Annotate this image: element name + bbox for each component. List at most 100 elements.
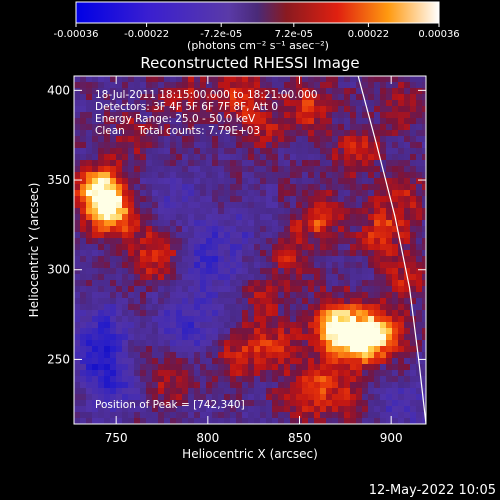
heatmap-cell (326, 220, 333, 227)
heatmap-cell (290, 406, 297, 413)
heatmap-cell (92, 202, 99, 209)
heatmap-cell (314, 208, 321, 215)
heatmap-cell (212, 346, 219, 353)
heatmap-cell (128, 118, 135, 125)
heatmap-cell (164, 190, 171, 197)
heatmap-cell (404, 166, 411, 173)
heatmap-cell (116, 178, 123, 185)
heatmap-cell (338, 214, 345, 221)
heatmap-cell (236, 334, 243, 341)
heatmap-cell (314, 352, 321, 359)
heatmap-cell (86, 418, 93, 424)
heatmap-cell (308, 334, 315, 341)
heatmap-cell (290, 238, 297, 245)
heatmap-cell (194, 136, 201, 143)
heatmap-cell (326, 94, 333, 101)
heatmap-cell (344, 316, 351, 323)
heatmap-cell (314, 328, 321, 335)
heatmap-cell (410, 238, 417, 245)
heatmap-cell (80, 106, 87, 113)
heatmap-cell (338, 328, 345, 335)
heatmap-cell (98, 124, 105, 131)
heatmap-cell (320, 142, 327, 149)
heatmap-cell (236, 262, 243, 269)
heatmap-cell (278, 214, 285, 221)
heatmap-cell (302, 100, 309, 107)
heatmap-cell (380, 328, 387, 335)
heatmap-cell (290, 202, 297, 209)
heatmap-cell (284, 160, 291, 167)
heatmap-cell (236, 352, 243, 359)
heatmap-cell (416, 142, 423, 149)
heatmap-cell (392, 340, 399, 347)
heatmap-cell (422, 358, 426, 365)
heatmap-cell (140, 184, 147, 191)
heatmap-cell (128, 148, 135, 155)
heatmap-cell (326, 370, 333, 377)
heatmap-cell (242, 256, 249, 263)
heatmap-cell (260, 172, 267, 179)
heatmap-cell (98, 280, 105, 287)
heatmap-cell (248, 394, 255, 401)
heatmap-cell (362, 250, 369, 257)
heatmap-cell (224, 154, 231, 161)
heatmap-cell (212, 364, 219, 371)
heatmap-cell (80, 244, 87, 251)
heatmap-cell (290, 112, 297, 119)
heatmap-cell (152, 292, 159, 299)
heatmap-cell (92, 340, 99, 347)
heatmap-cell (164, 310, 171, 317)
heatmap-cell (194, 166, 201, 173)
heatmap-cell (200, 220, 207, 227)
heatmap-cell (338, 292, 345, 299)
heatmap-cell (296, 82, 303, 89)
heatmap-cell (158, 382, 165, 389)
heatmap-cell (92, 88, 99, 95)
heatmap-cell (254, 322, 261, 329)
heatmap-cell (284, 382, 291, 389)
heatmap-cell (158, 244, 165, 251)
heatmap-cell (110, 124, 117, 131)
heatmap-cell (236, 136, 243, 143)
heatmap-cell (272, 268, 279, 275)
heatmap-cell (182, 106, 189, 113)
heatmap-cell (278, 202, 285, 209)
heatmap-cell (248, 322, 255, 329)
heatmap-cell (380, 406, 387, 413)
heatmap-cell (380, 94, 387, 101)
heatmap-cell (332, 220, 339, 227)
heatmap-cell (242, 292, 249, 299)
heatmap-cell (302, 298, 309, 305)
heatmap-cell (398, 340, 405, 347)
heatmap-cell (404, 196, 411, 203)
heatmap-cell (152, 304, 159, 311)
heatmap-cell (398, 406, 405, 413)
heatmap-cell (302, 112, 309, 119)
y-tick-label: 250 (47, 352, 70, 366)
heatmap-cell (326, 202, 333, 209)
heatmap-cell (170, 244, 177, 251)
heatmap-cell (92, 382, 99, 389)
heatmap-cell (266, 310, 273, 317)
heatmap-cell (374, 190, 381, 197)
heatmap-cell (74, 76, 81, 83)
heatmap-cell (164, 226, 171, 233)
heatmap-cell (332, 328, 339, 335)
heatmap-cell (188, 412, 195, 419)
heatmap-cell (368, 394, 375, 401)
heatmap-cell (122, 160, 129, 167)
heatmap-cell (338, 142, 345, 149)
heatmap-cell (356, 292, 363, 299)
heatmap-cell (224, 214, 231, 221)
heatmap-cell (146, 112, 153, 119)
heatmap-cell (158, 226, 165, 233)
heatmap-cell (218, 382, 225, 389)
heatmap-cell (326, 106, 333, 113)
heatmap-cell (194, 100, 201, 107)
heatmap-cell (116, 172, 123, 179)
heatmap-cell (92, 280, 99, 287)
heatmap-cell (98, 376, 105, 383)
heatmap-cell (422, 304, 426, 311)
heatmap-cell (350, 214, 357, 221)
heatmap-cell (308, 112, 315, 119)
